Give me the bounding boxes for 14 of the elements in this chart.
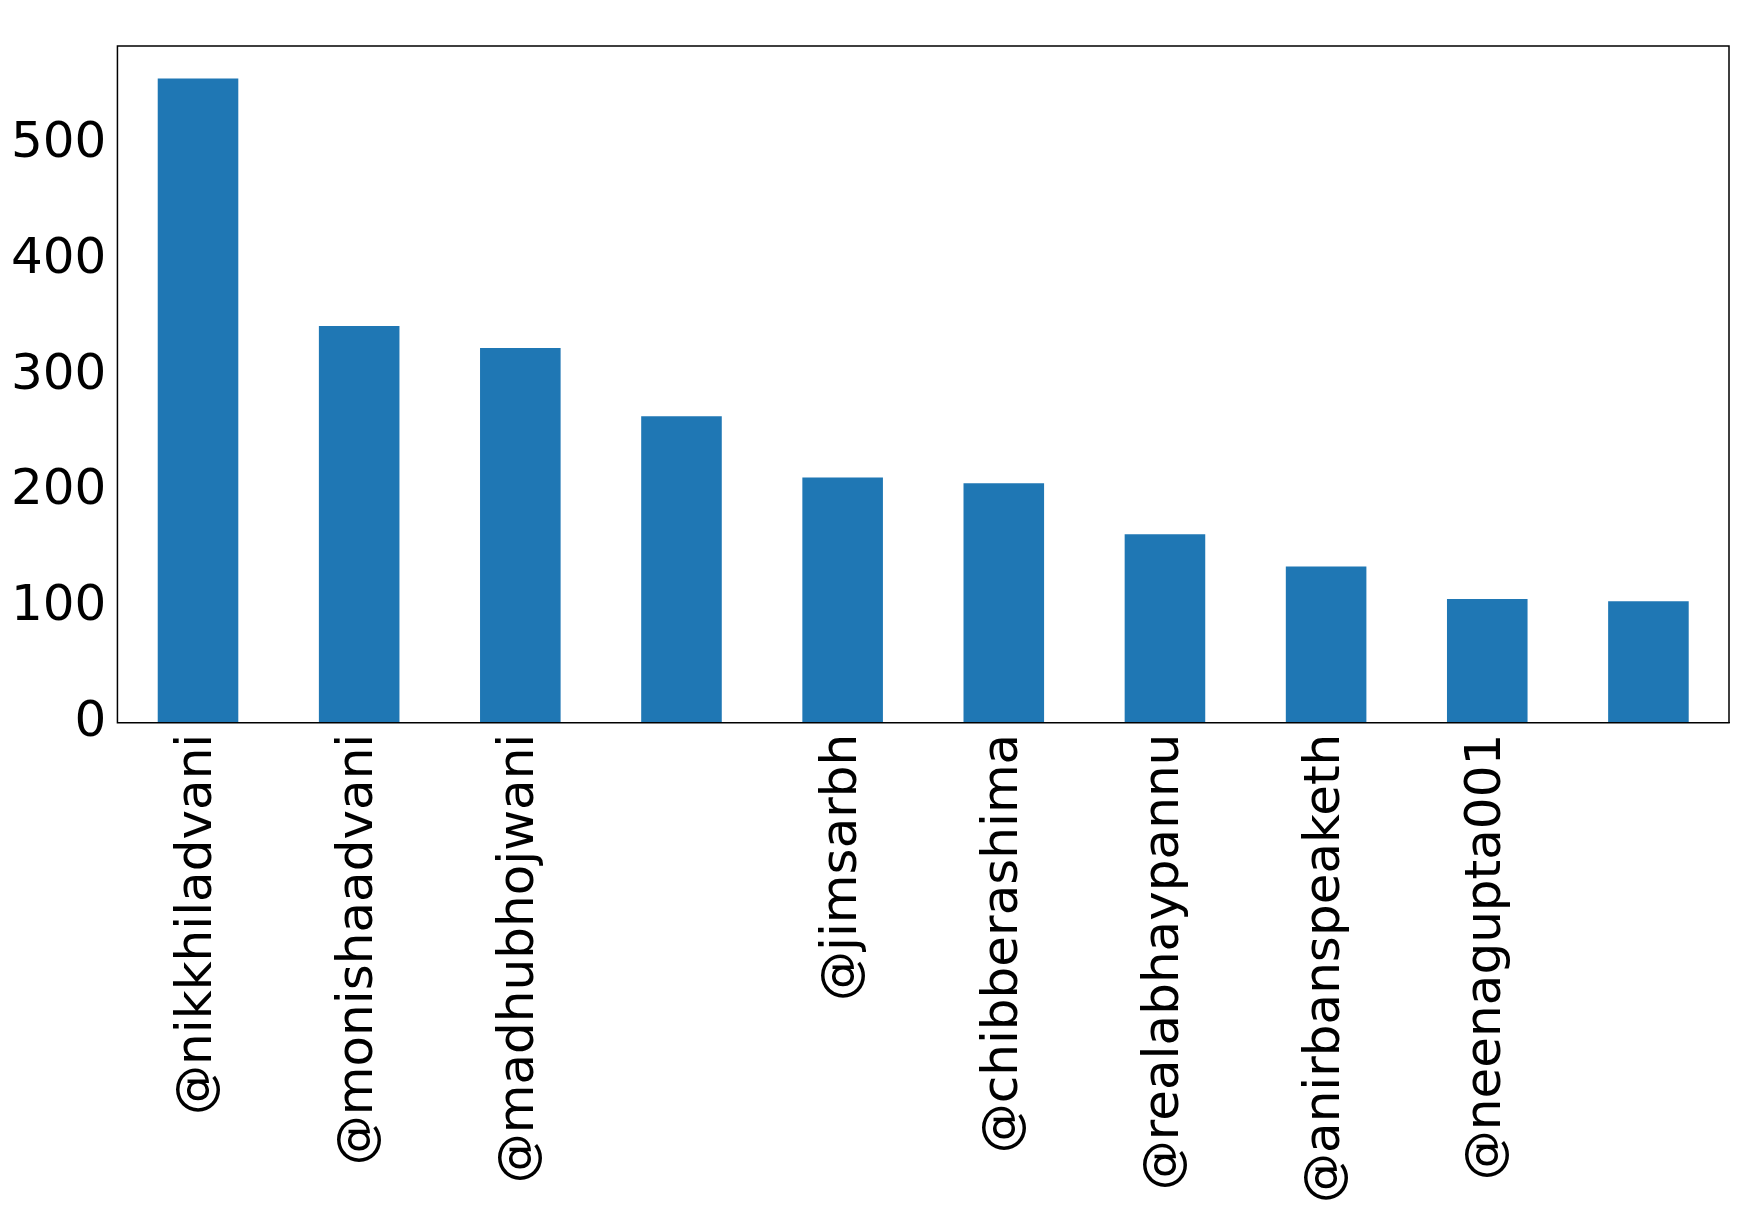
x-tick-label: @monishaadvani bbox=[326, 733, 385, 1166]
y-tick-label: 200 bbox=[11, 458, 107, 517]
x-tick-label: @nikkhiladvani bbox=[165, 733, 223, 1115]
y-tick-label: 300 bbox=[11, 342, 107, 401]
x-tick-label: @anirbanspeaketh bbox=[1293, 733, 1352, 1203]
y-tick-label: 400 bbox=[11, 227, 107, 285]
x-tick-label: @jimsarbh bbox=[809, 733, 868, 1001]
y-tick-label: 500 bbox=[11, 111, 107, 170]
y-tick-label: 100 bbox=[11, 574, 107, 633]
x-tick-label: @neenagupta001 bbox=[1454, 733, 1513, 1181]
y-tick-label: 0 bbox=[74, 689, 107, 748]
x-tick-label: @realabhaypannu bbox=[1131, 733, 1190, 1191]
x-tick-label: @chibberashima bbox=[970, 733, 1029, 1154]
x-tick-label: @madhubhojwani bbox=[487, 733, 546, 1184]
